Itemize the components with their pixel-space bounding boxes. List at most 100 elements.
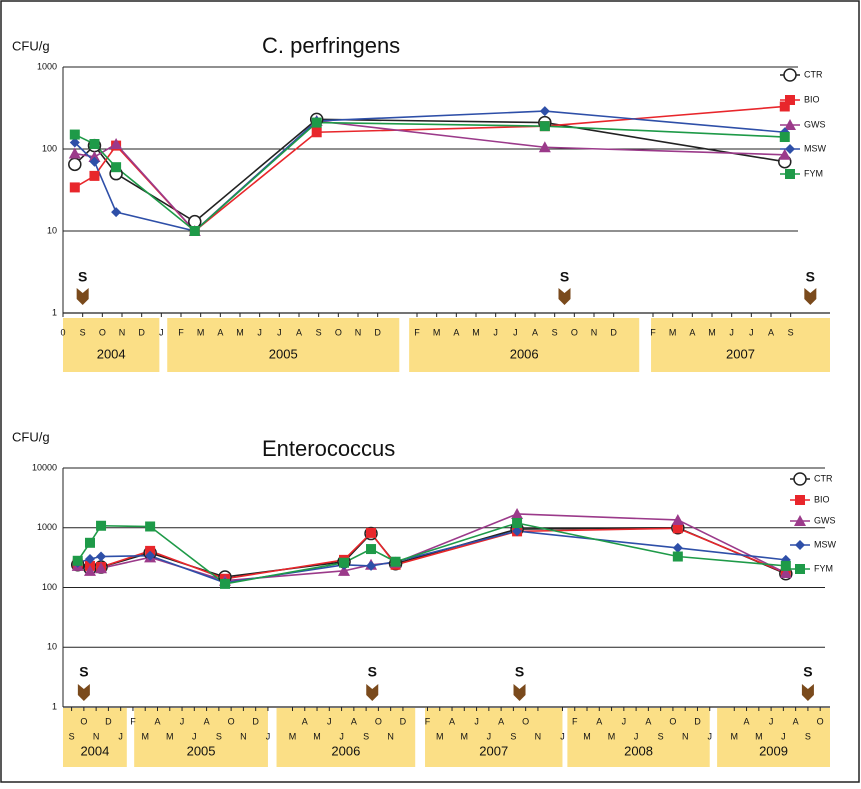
- data-point: [72, 555, 83, 566]
- legend-label: GWS: [814, 515, 836, 525]
- x-tick-label: F: [650, 327, 656, 337]
- sampling-marker: [513, 684, 526, 701]
- data-point: [189, 226, 200, 236]
- x-tick-label: M: [236, 327, 244, 337]
- x-tick-label: J: [749, 327, 754, 337]
- annotation-label: S: [806, 269, 815, 285]
- data-point: [69, 182, 80, 193]
- legend-marker: [795, 564, 805, 574]
- legend-marker: [793, 472, 807, 486]
- year-label: 2006: [331, 743, 360, 758]
- x-tick-label: A: [217, 327, 223, 337]
- data-point: [672, 551, 683, 562]
- y-tick-label: 10: [47, 225, 57, 235]
- year-label: 2007: [726, 346, 755, 361]
- x-tick-label: J: [474, 716, 479, 726]
- legend-label: GWS: [804, 119, 826, 129]
- year-label: 2007: [479, 743, 508, 758]
- data-point: [69, 129, 80, 140]
- y-tick-label: 100: [42, 582, 57, 592]
- year-label: 2004: [80, 743, 109, 758]
- annotation-label: S: [803, 664, 812, 680]
- x-tick-label: A: [453, 327, 459, 337]
- x-tick-label: N: [240, 731, 247, 741]
- data-point: [111, 162, 122, 173]
- data-point: [68, 147, 81, 159]
- x-tick-label: M: [708, 327, 716, 337]
- annotation-label: S: [78, 269, 87, 285]
- x-tick-label: M: [472, 327, 480, 337]
- data-point: [779, 132, 790, 143]
- data-point: [366, 544, 377, 555]
- x-tick-label: M: [461, 731, 469, 741]
- data-point: [89, 156, 100, 167]
- x-tick-label: N: [591, 327, 598, 337]
- data-point: [366, 560, 377, 571]
- legend-label: MSW: [804, 143, 827, 153]
- x-tick-label: O: [80, 716, 87, 726]
- data-point: [111, 207, 122, 218]
- data-point: [145, 521, 156, 532]
- x-tick-label: S: [316, 327, 322, 337]
- data-point: [671, 513, 684, 525]
- y-tick-label: 1000: [37, 522, 57, 532]
- x-tick-label: S: [363, 731, 369, 741]
- x-tick-label: M: [731, 731, 739, 741]
- y-tick-label: 10: [47, 642, 57, 652]
- x-tick-label: O: [99, 327, 106, 337]
- data-point: [338, 564, 351, 576]
- x-tick-label: A: [498, 716, 504, 726]
- x-tick-label: J: [634, 731, 639, 741]
- legend-label: MSW: [814, 539, 837, 549]
- legend-label: FYM: [814, 563, 833, 573]
- x-tick-label: N: [535, 731, 542, 741]
- year-band: [651, 318, 830, 372]
- x-tick-label: A: [204, 716, 210, 726]
- x-tick-label: D: [400, 716, 407, 726]
- x-tick-label: J: [257, 327, 262, 337]
- data-point: [672, 542, 683, 553]
- x-tick-label: D: [610, 327, 617, 337]
- data-point: [145, 550, 156, 561]
- data-point: [69, 137, 80, 148]
- x-tick-label: J: [769, 716, 774, 726]
- sampling-marker: [366, 684, 379, 701]
- data-point: [311, 127, 322, 138]
- year-label: 2005: [269, 346, 298, 361]
- data-point: [778, 148, 791, 160]
- data-point: [539, 121, 550, 132]
- data-point: [779, 101, 790, 112]
- x-tick-label: S: [658, 731, 664, 741]
- sampling-marker: [558, 288, 571, 305]
- y-tick-label: 100: [42, 143, 57, 153]
- x-tick-label: F: [572, 716, 578, 726]
- data-point: [89, 170, 100, 181]
- x-tick-label: D: [252, 716, 259, 726]
- data-point: [511, 507, 524, 519]
- x-tick-label: A: [689, 327, 695, 337]
- x-tick-label: A: [296, 327, 302, 337]
- data-point: [539, 106, 550, 117]
- x-tick-label: F: [425, 716, 431, 726]
- year-label: 2006: [510, 346, 539, 361]
- legend-marker: [785, 95, 795, 105]
- data-point: [780, 560, 791, 571]
- x-tick-label: A: [645, 716, 651, 726]
- x-tick-label: J: [266, 731, 271, 741]
- x-tick-label: M: [141, 731, 149, 741]
- chart-title: Enterococcus: [262, 436, 395, 461]
- legend-marker: [783, 68, 797, 82]
- chart-title: C. perfringens: [262, 33, 400, 58]
- y-tick-label: 10000: [32, 462, 57, 472]
- x-tick-label: O: [817, 716, 824, 726]
- x-tick-label: O: [335, 327, 342, 337]
- legend-marker: [794, 515, 806, 526]
- year-band: [63, 318, 160, 372]
- x-tick-label: A: [302, 716, 308, 726]
- x-tick-label: S: [80, 327, 86, 337]
- x-tick-label: D: [105, 716, 112, 726]
- x-tick-label: J: [707, 731, 712, 741]
- year-band: [567, 708, 710, 767]
